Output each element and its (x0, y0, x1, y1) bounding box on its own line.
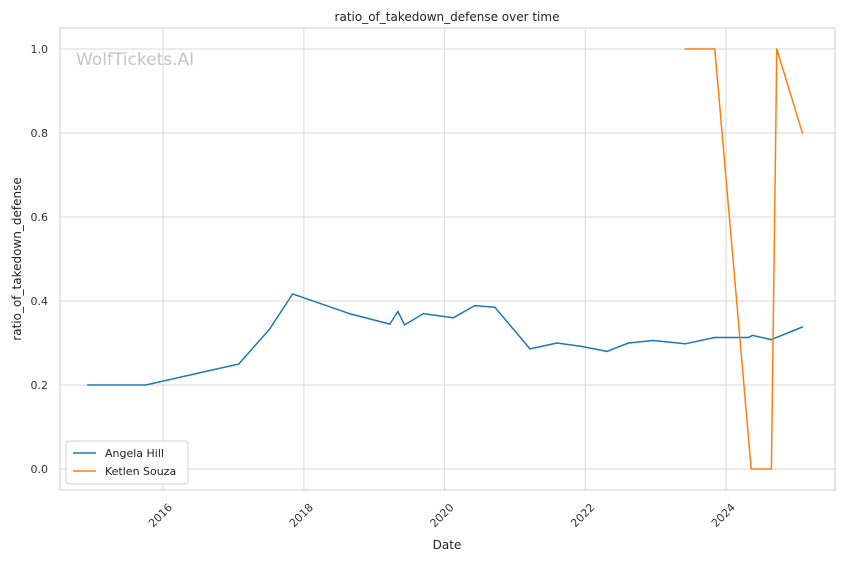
data-point (403, 324, 406, 326)
data-point (684, 48, 686, 50)
data-point (422, 312, 425, 315)
y-axis-title: ratio_of_takedown_defense (10, 177, 24, 340)
data-point (751, 334, 754, 337)
y-tick-label: 0.0 (31, 463, 49, 476)
y-tick-label: 0.6 (31, 211, 49, 224)
data-point (389, 323, 391, 325)
data-point (291, 293, 294, 295)
legend: Angela Hill Ketlen Souza (65, 440, 189, 485)
grid (60, 28, 835, 490)
x-axis-title: Date (433, 538, 462, 552)
data-point (801, 132, 804, 134)
data-point (556, 342, 558, 344)
data-point (770, 338, 773, 341)
data-point (652, 339, 654, 342)
data-point (770, 468, 773, 470)
data-point (801, 326, 804, 328)
data-point (747, 336, 750, 339)
chart-title: ratio_of_takedown_defense over time (335, 10, 560, 24)
data-point (474, 304, 476, 307)
data-point (627, 342, 630, 344)
legend-label-ketlen-souza: Ketlen Souza (105, 465, 176, 478)
y-tick-label: 0.4 (31, 295, 49, 308)
data-point (776, 48, 778, 50)
data-point (494, 306, 496, 309)
data-point (750, 468, 752, 470)
legend-box (65, 440, 189, 485)
data-point (714, 336, 716, 339)
data-point (714, 48, 716, 50)
data-point (144, 384, 147, 386)
data-point (606, 350, 608, 353)
plot-area-frame (59, 27, 836, 491)
data-point (452, 317, 455, 319)
data-point (238, 363, 240, 365)
watermark-text: WolfTickets.AI (76, 50, 194, 70)
data-point (348, 312, 351, 315)
data-point (86, 384, 89, 386)
legend-label-angela-hill: Angela Hill (105, 447, 164, 460)
data-point (580, 345, 583, 348)
data-point (397, 310, 399, 313)
y-tick-label: 0.8 (31, 127, 49, 140)
data-point (684, 343, 686, 345)
y-tick-label: 0.2 (31, 379, 49, 392)
y-tick-label: 1.0 (31, 43, 49, 56)
data-point (529, 348, 531, 350)
series-line-ketlen-souza (685, 48, 804, 470)
data-point (268, 328, 271, 330)
series-lines (86, 48, 804, 470)
